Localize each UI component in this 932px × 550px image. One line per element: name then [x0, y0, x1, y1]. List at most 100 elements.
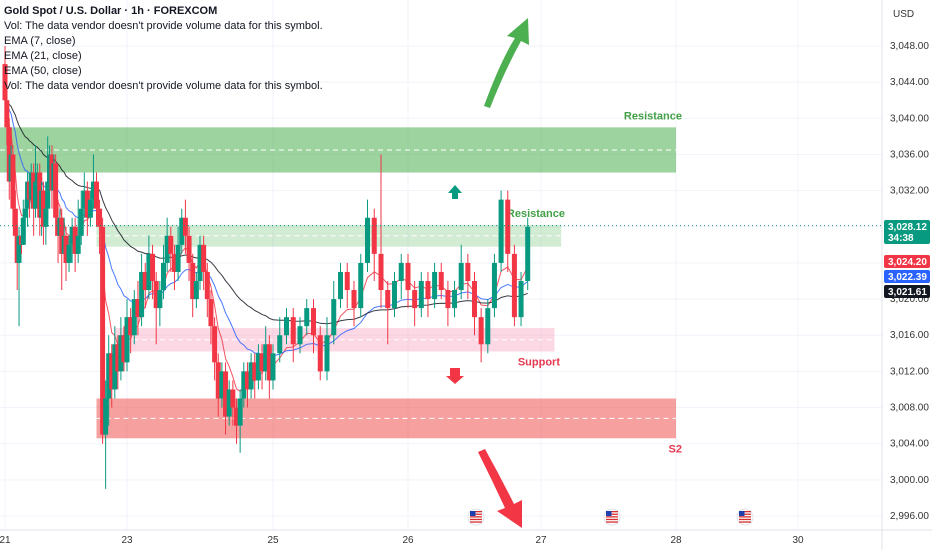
candle — [458, 244, 464, 300]
candle — [259, 344, 265, 390]
candle — [351, 281, 357, 327]
y-tick-label: 3,036.00 — [890, 149, 929, 160]
legend-vol-2[interactable]: Vol: The data vendor doesn't provide vol… — [4, 80, 323, 92]
candle — [405, 253, 411, 309]
candle — [84, 181, 90, 236]
svg-text:3,024.20: 3,024.20 — [888, 257, 927, 268]
candle — [157, 281, 163, 327]
candle — [94, 172, 99, 227]
candle — [418, 271, 424, 318]
candle — [230, 380, 236, 426]
candle — [412, 281, 418, 327]
candle — [150, 244, 156, 300]
legend-ema-21[interactable]: EMA (21, close) — [4, 50, 82, 62]
us-flag-icon[interactable] — [603, 508, 621, 526]
candle — [201, 235, 207, 291]
us-flag-icon[interactable] — [467, 508, 485, 526]
y-tick-label: 3,020.00 — [890, 294, 929, 305]
zone-label-4: S2 — [669, 443, 682, 455]
candle — [472, 271, 477, 336]
candle — [219, 362, 225, 408]
candle — [277, 317, 283, 363]
y-tick-label: 3,004.00 — [890, 439, 929, 450]
candle — [344, 262, 350, 309]
candle — [112, 326, 118, 399]
zone-2[interactable] — [96, 224, 562, 247]
candles — [2, 46, 531, 489]
zone-label-1: Resistance — [624, 110, 682, 122]
big-up-arrow — [484, 18, 529, 108]
currency-label[interactable]: USD — [893, 9, 914, 20]
candle — [124, 299, 130, 372]
candle — [121, 326, 127, 372]
candle — [103, 380, 109, 489]
legend-ema-50[interactable]: EMA (50, close) — [4, 65, 82, 77]
candle — [75, 199, 81, 263]
candle — [478, 308, 484, 363]
svg-text:34:38: 34:38 — [888, 233, 914, 244]
candle — [87, 190, 93, 227]
x-tick-label: 28 — [670, 535, 682, 546]
legend-vol-1[interactable]: Vol: The data vendor doesn't provide vol… — [4, 20, 323, 32]
candle — [81, 172, 87, 218]
x-axis[interactable]: 21 23 25 26 27 28 30 — [0, 535, 804, 546]
y-tick-label: 3,044.00 — [890, 77, 929, 88]
y-tick-label: 2,996.00 — [890, 511, 929, 522]
svg-text:3,022.39: 3,022.39 — [888, 272, 927, 283]
candle — [215, 353, 221, 417]
candle — [311, 299, 316, 354]
candle — [297, 317, 303, 354]
candle — [131, 290, 137, 345]
x-tick-label: 23 — [121, 535, 133, 546]
candle — [392, 271, 397, 318]
candle — [378, 154, 384, 309]
small-down-arrow — [446, 368, 464, 384]
x-tick-label: 27 — [535, 535, 547, 546]
candle — [193, 271, 199, 309]
candle — [263, 326, 269, 381]
x-tick-label: 21 — [0, 535, 11, 546]
candle — [270, 344, 276, 390]
symbol-title[interactable]: Gold Spot / U.S. Dollar · 1h · FOREXCOM — [4, 5, 218, 17]
candle — [63, 226, 69, 281]
candle — [223, 362, 229, 435]
candle — [146, 235, 152, 300]
candle — [290, 308, 296, 363]
candle — [498, 190, 504, 272]
y-tick-label: 3,048.00 — [890, 41, 929, 52]
candle — [153, 271, 159, 345]
candle — [511, 244, 517, 327]
candle — [204, 262, 210, 318]
x-tick-label: 30 — [792, 535, 804, 546]
candle — [78, 190, 84, 245]
y-tick-label: 3,040.00 — [890, 113, 929, 124]
zone-label-2: Resistance — [507, 208, 565, 220]
legend: Gold Spot / U.S. Dollar · 1h · FOREXCOM … — [4, 4, 323, 94]
zones: Resistance Resistance Support S2 — [0, 110, 682, 455]
candle — [100, 217, 106, 444]
candle — [197, 235, 203, 291]
legend-ema-7[interactable]: EMA (7, close) — [4, 35, 76, 47]
candle — [208, 290, 214, 345]
y-tick-label: 3,008.00 — [890, 403, 929, 414]
candle — [452, 281, 458, 318]
us-flag-icon[interactable] — [736, 508, 754, 526]
candle — [164, 217, 170, 272]
candle — [432, 262, 438, 309]
candle — [255, 344, 261, 390]
y-tick-label: 3,000.00 — [890, 475, 929, 486]
event-markers[interactable] — [467, 508, 754, 526]
candle — [317, 326, 323, 381]
candle — [179, 208, 185, 254]
candle — [171, 244, 177, 291]
y-tick-label: 3,016.00 — [890, 330, 929, 341]
candle — [266, 335, 272, 399]
candle — [445, 281, 451, 327]
candle — [139, 253, 145, 327]
candle — [161, 244, 166, 300]
candle — [106, 335, 112, 426]
price-badge: 3,021.61 — [884, 285, 930, 298]
candle — [175, 226, 181, 281]
